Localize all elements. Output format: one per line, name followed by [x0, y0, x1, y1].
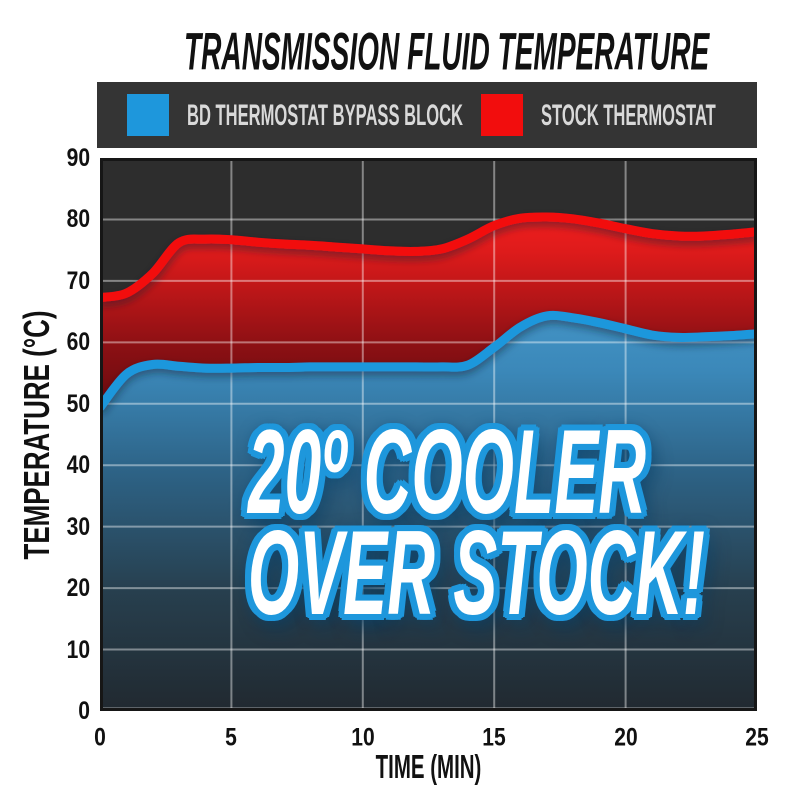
legend-label: STOCK THERMOSTAT [541, 97, 716, 132]
x-tick-label: 15 [482, 723, 506, 751]
x-tick-label: 0 [94, 723, 106, 751]
y-tick-label: 70 [66, 266, 90, 295]
series-line-stock-thermostat [100, 212, 757, 302]
y-tick-label: 20 [66, 573, 90, 602]
y-tick-label: 0 [78, 696, 90, 725]
y-tick-label: 80 [66, 205, 90, 233]
x-axis-label: TIME (MIN) [375, 748, 482, 785]
y-tick-label: 50 [66, 389, 90, 418]
chart-title: TRANSMISSION FLUID TEMPERATURE [183, 22, 710, 82]
temperature-chart [100, 158, 757, 711]
x-tick-label: 10 [351, 723, 375, 751]
legend-item-stock-thermostat: STOCK THERMOSTAT [481, 94, 716, 136]
x-tick-label: 20 [613, 723, 638, 751]
x-tick-label: 5 [225, 723, 238, 751]
y-tick-label: 40 [66, 450, 90, 479]
y-tick-label: 30 [66, 512, 90, 540]
y-tick-label: 60 [66, 328, 90, 356]
x-tick-label: 25 [745, 723, 769, 751]
series-area-bd-thermostat [100, 315, 757, 711]
series-line-bd-thermostat [100, 310, 757, 411]
legend-label: BD THERMOSTAT BYPASS BLOCK [187, 97, 463, 132]
y-tick-label: 10 [66, 635, 90, 663]
legend-item-bd-thermostat: BD THERMOSTAT BYPASS BLOCK [127, 94, 463, 136]
legend-swatch-blue [127, 94, 169, 136]
legend-swatch-red [481, 94, 523, 136]
y-axis-label: TEMPERATURE (°C) [16, 310, 57, 559]
legend: BD THERMOSTAT BYPASS BLOCK STOCK THERMOS… [97, 82, 757, 148]
y-axis-label-wrap: TEMPERATURE (°C) [8, 158, 66, 711]
plot-border [100, 158, 757, 711]
y-tick-label: 90 [66, 143, 90, 172]
